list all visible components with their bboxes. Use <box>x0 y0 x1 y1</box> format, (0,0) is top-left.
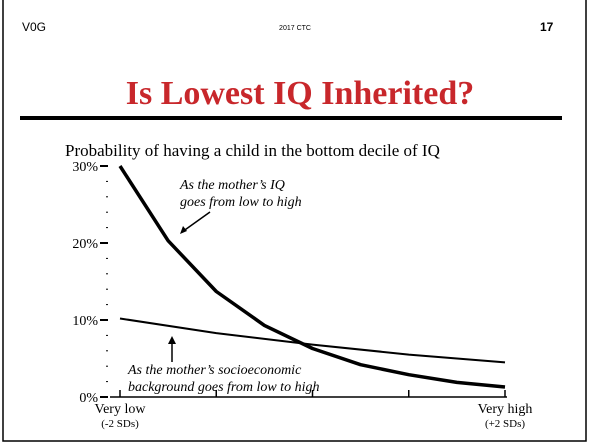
header-center: 2017 CTC <box>279 25 311 32</box>
annotation: As the mother’s IQ <box>179 178 285 193</box>
series-line <box>119 317 506 364</box>
x-tick-sublabel: (-2 SDs) <box>101 418 139 430</box>
arrow-head <box>168 336 176 344</box>
series-line <box>118 165 506 389</box>
slide-title: Is Lowest IQ Inherited? <box>126 75 475 112</box>
annotation: goes from low to high <box>180 195 302 210</box>
annotation: As the mother’s socioeconomic <box>127 363 302 378</box>
y-tick-label: 10% <box>72 314 98 329</box>
x-tick-sublabel: (+2 SDs) <box>485 418 525 430</box>
arrow-head <box>180 226 187 234</box>
y-tick-label: 20% <box>72 237 98 252</box>
chart-title: Probability of having a child in the bot… <box>65 141 440 160</box>
arrow <box>181 211 211 233</box>
y-tick-label: 0% <box>79 391 98 406</box>
x-tick-label: Very high <box>478 402 533 417</box>
header-left: V0G <box>22 20 46 34</box>
y-tick-label: 30% <box>72 160 98 175</box>
x-tick-label: Very low <box>95 402 147 417</box>
header-right: 17 <box>540 20 554 34</box>
annotation: background goes from low to high <box>128 380 319 395</box>
